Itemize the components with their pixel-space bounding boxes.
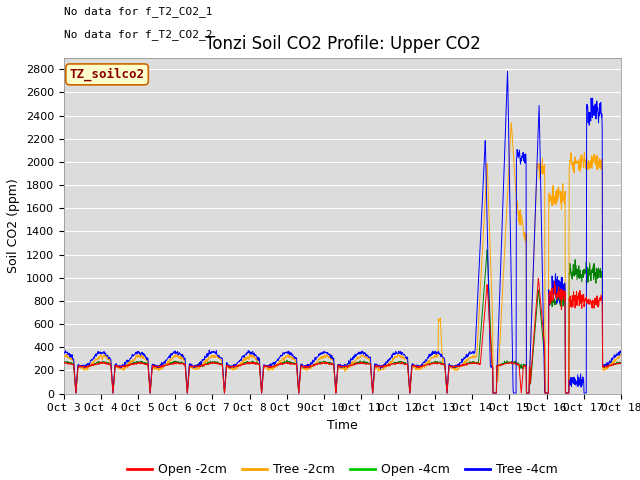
Text: No data for f_T2_CO2_2: No data for f_T2_CO2_2: [64, 29, 212, 40]
X-axis label: Time: Time: [327, 419, 358, 432]
Text: TZ_soilco2: TZ_soilco2: [70, 68, 145, 81]
Y-axis label: Soil CO2 (ppm): Soil CO2 (ppm): [8, 178, 20, 273]
Title: Tonzi Soil CO2 Profile: Upper CO2: Tonzi Soil CO2 Profile: Upper CO2: [205, 35, 480, 53]
Text: No data for f_T2_CO2_1: No data for f_T2_CO2_1: [64, 6, 212, 17]
Legend: Open -2cm, Tree -2cm, Open -4cm, Tree -4cm: Open -2cm, Tree -2cm, Open -4cm, Tree -4…: [122, 458, 563, 480]
